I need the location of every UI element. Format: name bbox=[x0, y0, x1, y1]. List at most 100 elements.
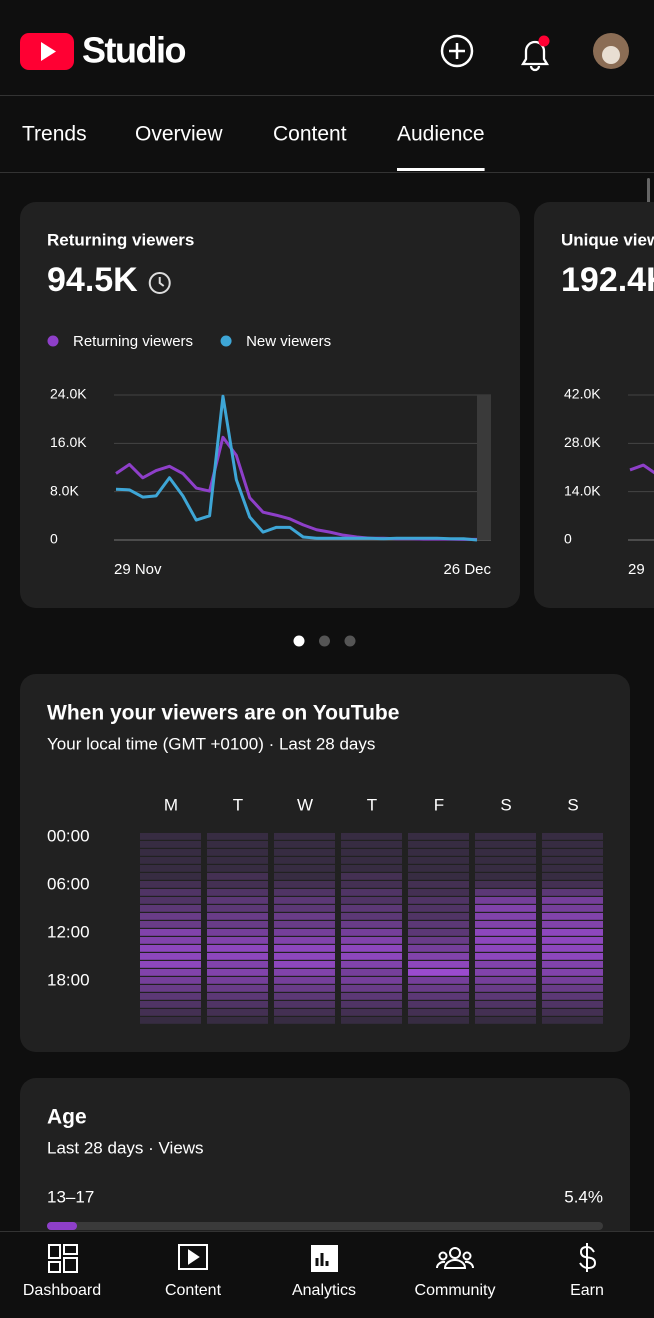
day-label: M bbox=[164, 795, 178, 814]
heatmap-cell bbox=[207, 1017, 268, 1024]
heatmap-cell bbox=[274, 921, 335, 928]
day-label: T bbox=[367, 795, 377, 814]
heatmap-cell bbox=[274, 889, 335, 896]
heatmap-cell bbox=[542, 849, 603, 856]
heatmap-cell bbox=[274, 881, 335, 888]
series-line bbox=[115, 394, 478, 542]
heatmap-cell bbox=[207, 945, 268, 952]
heatmap-cell bbox=[408, 1009, 469, 1016]
card-title: Unique viewers bbox=[561, 230, 654, 249]
heatmap-cell bbox=[475, 945, 536, 952]
nav-label[interactable]: Analytics bbox=[292, 1282, 356, 1299]
heatmap-cell bbox=[341, 873, 402, 880]
heatmap-cell bbox=[475, 881, 536, 888]
heatmap-cell bbox=[542, 1017, 603, 1024]
heatmap-cell bbox=[274, 1017, 335, 1024]
heatmap-cell bbox=[274, 897, 335, 904]
nav-label[interactable]: Community bbox=[415, 1282, 496, 1299]
heatmap-cell bbox=[542, 905, 603, 912]
card-value: 192.4K bbox=[561, 261, 654, 299]
tab[interactable]: Audience bbox=[397, 123, 485, 146]
legend-label: Returning viewers bbox=[73, 333, 193, 350]
create-icon bbox=[449, 43, 465, 59]
heatmap-cell bbox=[274, 945, 335, 952]
heatmap-cell bbox=[207, 905, 268, 912]
heatmap-cell bbox=[274, 841, 335, 848]
heatmap-cell bbox=[341, 897, 402, 904]
heatmap-cell bbox=[475, 977, 536, 984]
heatmap-cell bbox=[408, 881, 469, 888]
heatmap-cell bbox=[408, 889, 469, 896]
heatmap-cell bbox=[341, 977, 402, 984]
heatmap-cell bbox=[542, 897, 603, 904]
info-icon[interactable] bbox=[148, 272, 171, 294]
age-bar bbox=[47, 1222, 78, 1230]
heatmap-cell bbox=[408, 945, 469, 952]
avatar-face bbox=[602, 46, 620, 64]
heatmap-cell bbox=[542, 873, 603, 880]
heatmap-cell bbox=[274, 993, 335, 1000]
legend-dot bbox=[220, 335, 232, 347]
heatmap-cell bbox=[341, 953, 402, 960]
heatmap-cell bbox=[140, 1001, 201, 1008]
day-label: T bbox=[233, 795, 243, 814]
heatmap-cell bbox=[408, 905, 469, 912]
heatmap-cell bbox=[542, 953, 603, 960]
pager-dot[interactable] bbox=[344, 635, 356, 647]
heatmap-cell bbox=[408, 1001, 469, 1008]
tab[interactable]: Content bbox=[273, 123, 347, 146]
range-highlight bbox=[477, 395, 491, 540]
age-bar-track bbox=[47, 1222, 603, 1230]
tab[interactable]: Overview bbox=[135, 123, 223, 146]
unique-viewers-card[interactable] bbox=[534, 202, 654, 608]
heatmap-cell bbox=[341, 849, 402, 856]
heatmap-cell bbox=[475, 929, 536, 936]
nav-label[interactable]: Earn bbox=[570, 1282, 604, 1299]
hour-label: 18:00 bbox=[47, 970, 90, 989]
returning-viewers-card[interactable] bbox=[20, 202, 520, 608]
age-label: 13–17 bbox=[47, 1187, 94, 1206]
heatmap-cell bbox=[274, 913, 335, 920]
heatmap-cell bbox=[542, 833, 603, 840]
heatmap-cell bbox=[140, 969, 201, 976]
heatmap-cell bbox=[542, 945, 603, 952]
heatmap-cell bbox=[542, 921, 603, 928]
heatmap-cell bbox=[140, 937, 201, 944]
heatmap-cell bbox=[207, 1009, 268, 1016]
heatmap-cell bbox=[274, 961, 335, 968]
heatmap-cell bbox=[140, 921, 201, 928]
heatmap-cell bbox=[140, 985, 201, 992]
create-button[interactable] bbox=[440, 34, 474, 68]
heatmap-cell bbox=[475, 889, 536, 896]
heatmap-cell bbox=[207, 985, 268, 992]
heatmap-cell bbox=[475, 961, 536, 968]
heatmap-cell bbox=[341, 969, 402, 976]
heatmap-cell bbox=[140, 945, 201, 952]
heatmap-cell bbox=[408, 841, 469, 848]
heatmap-cell bbox=[542, 1009, 603, 1016]
heatmap-cell bbox=[542, 977, 603, 984]
heatmap-cell bbox=[207, 857, 268, 864]
heatmap-cell bbox=[140, 841, 201, 848]
tab[interactable]: Trends bbox=[22, 123, 87, 146]
heatmap-cell bbox=[274, 865, 335, 872]
heatmap-cell bbox=[542, 929, 603, 936]
heatmap-cell bbox=[341, 889, 402, 896]
card-subtitle: Last 28 days · Views bbox=[47, 1138, 204, 1157]
card-title: Age bbox=[47, 1106, 87, 1129]
notifications-button[interactable] bbox=[520, 40, 550, 72]
pager-dot[interactable] bbox=[293, 635, 305, 647]
heatmap-cell bbox=[475, 1017, 536, 1024]
heatmap-cell bbox=[341, 881, 402, 888]
pager-dot[interactable] bbox=[319, 635, 330, 647]
nav-label[interactable]: Content bbox=[165, 1282, 222, 1299]
heatmap-cell bbox=[274, 929, 335, 936]
heatmap-cell bbox=[475, 833, 536, 840]
y-tick-label: 24.0K bbox=[50, 386, 87, 402]
x-tick-label: 29 bbox=[628, 561, 645, 578]
heatmap-cell bbox=[408, 897, 469, 904]
nav-label[interactable]: Dashboard bbox=[23, 1282, 101, 1299]
heatmap-cell bbox=[341, 1009, 402, 1016]
heatmap-cell bbox=[274, 905, 335, 912]
